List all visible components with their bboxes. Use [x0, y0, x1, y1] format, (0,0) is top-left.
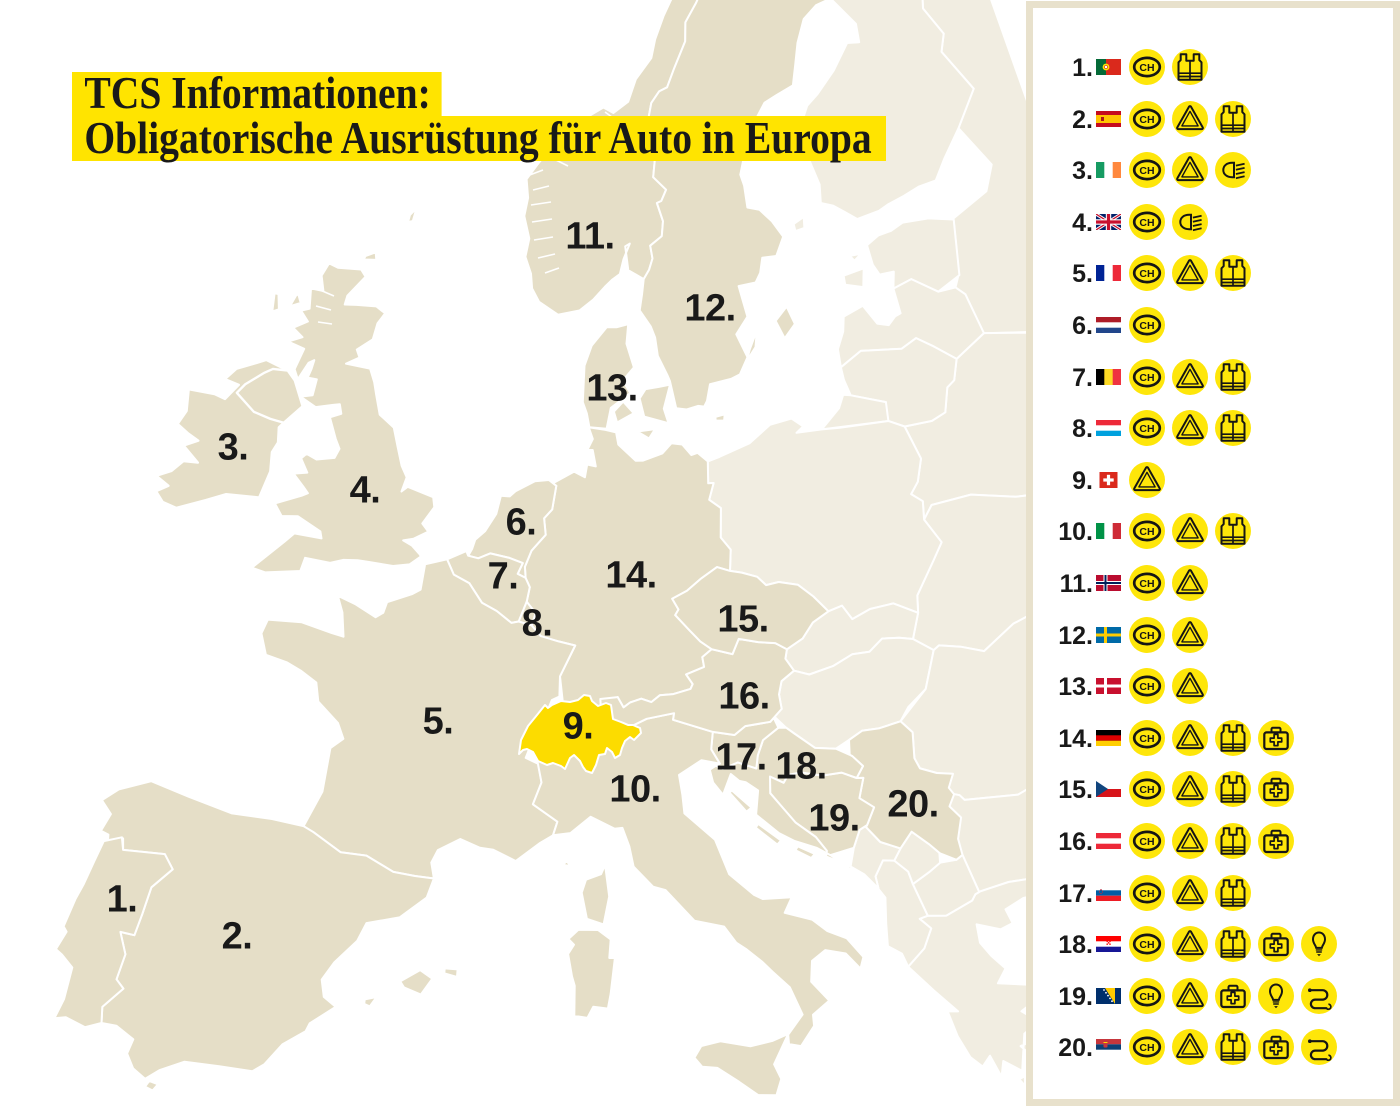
svg-text:CH: CH	[1139, 526, 1154, 538]
svg-text:CH: CH	[1139, 939, 1154, 951]
svg-text:CH: CH	[1139, 1042, 1154, 1054]
svg-text:CH: CH	[1139, 836, 1154, 848]
svg-text:CH: CH	[1139, 268, 1154, 280]
svg-text:CH: CH	[1139, 165, 1154, 177]
svg-text:CH: CH	[1139, 681, 1154, 693]
svg-text:CH: CH	[1139, 991, 1154, 1003]
svg-text:CH: CH	[1139, 423, 1154, 435]
svg-text:CH: CH	[1139, 62, 1154, 74]
svg-text:CH: CH	[1139, 784, 1154, 796]
svg-text:CH: CH	[1139, 888, 1154, 900]
svg-text:CH: CH	[1139, 372, 1154, 384]
svg-text:CH: CH	[1139, 114, 1154, 126]
svg-text:CH: CH	[1139, 320, 1154, 332]
svg-text:CH: CH	[1139, 217, 1154, 229]
svg-text:CH: CH	[1139, 630, 1154, 642]
svg-text:CH: CH	[1139, 578, 1154, 590]
svg-text:CH: CH	[1139, 733, 1154, 745]
